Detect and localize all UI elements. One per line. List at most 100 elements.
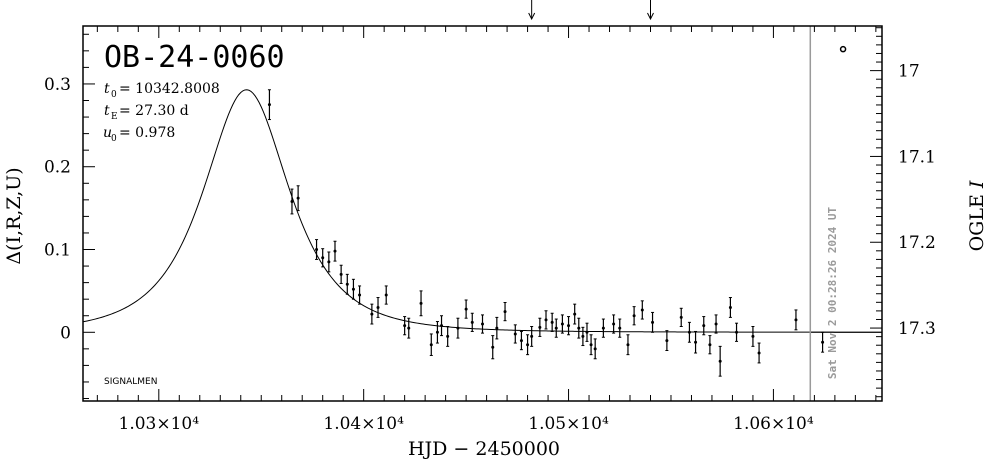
point-marker	[495, 326, 499, 330]
point-marker	[538, 325, 542, 329]
point-marker	[651, 320, 655, 324]
y-tick-label: 0.2	[44, 158, 71, 178]
y2-axis-label: OGLE I	[966, 180, 986, 251]
point-marker	[470, 320, 474, 324]
point-marker	[560, 322, 564, 326]
data-point	[407, 317, 411, 339]
svg-text:0: 0	[111, 134, 117, 144]
data-point	[751, 325, 755, 347]
point-marker	[407, 326, 411, 330]
data-point	[435, 321, 439, 344]
data-point	[296, 185, 300, 212]
data-point	[315, 239, 319, 260]
data-point	[679, 307, 683, 327]
point-marker	[267, 103, 271, 107]
point-marker	[403, 324, 407, 328]
data-point	[550, 312, 554, 332]
data-point	[495, 316, 499, 340]
data-point	[714, 314, 718, 334]
point-marker	[640, 308, 644, 312]
point-marker	[728, 305, 732, 309]
point-marker	[577, 326, 581, 330]
data-point	[757, 342, 761, 364]
point-marker	[581, 334, 585, 338]
point-marker	[526, 343, 530, 347]
data-point	[446, 325, 450, 347]
x-axis-label: HJD − 2450000	[408, 438, 560, 459]
point-marker	[718, 359, 722, 363]
data-point	[456, 317, 460, 339]
chart-axes: 1.03×10⁴ 1.04×10⁴ 1.05×10⁴ 1.06×10⁴ 0 0.1 0.2 0…	[44, 25, 936, 434]
point-marker	[435, 330, 439, 334]
point-marker	[626, 343, 630, 347]
data-point	[665, 330, 669, 352]
data-point	[567, 316, 571, 336]
point-marker	[290, 199, 294, 203]
chart-marks	[82, 0, 882, 401]
data-point	[384, 285, 388, 305]
plot-frame	[82, 25, 883, 402]
point-marker	[735, 330, 739, 334]
data-point	[651, 311, 655, 333]
data-point	[321, 248, 325, 268]
point-marker	[440, 324, 444, 328]
point-marker	[296, 196, 300, 200]
svg-text:t: t	[104, 103, 110, 119]
point-marker	[327, 260, 331, 264]
data-point	[581, 326, 585, 347]
point-marker	[554, 326, 558, 330]
data-point	[632, 306, 636, 326]
point-marker	[376, 305, 380, 309]
data-point	[503, 301, 507, 322]
y-axis-label: Δ(I,R,Z,U)	[3, 167, 25, 264]
data-point	[735, 322, 739, 342]
arrow-head	[647, 12, 654, 21]
point-marker	[351, 287, 355, 291]
data-point	[585, 322, 589, 342]
data-point	[513, 324, 517, 344]
point-marker	[491, 345, 495, 349]
y-tick-label: 0	[60, 323, 71, 343]
point-marker	[632, 314, 636, 318]
point-marker	[757, 351, 761, 355]
point-marker	[456, 326, 460, 330]
point-marker	[679, 315, 683, 319]
point-marker	[503, 310, 507, 314]
data-point	[560, 314, 564, 334]
data-point	[333, 240, 337, 262]
data-point	[327, 251, 331, 273]
data-point	[464, 299, 468, 319]
point-marker	[429, 343, 433, 347]
data-point	[376, 297, 380, 318]
point-marker	[567, 324, 571, 328]
svg-text:E: E	[111, 112, 118, 122]
param-t0: t 0 = 10342.8008	[104, 81, 220, 100]
arrow-marker	[647, 0, 654, 21]
y2-tick-label: 17.3	[898, 319, 936, 339]
svg-text:t: t	[104, 81, 110, 97]
data-point	[339, 264, 343, 284]
data-point	[612, 314, 616, 334]
data-point	[519, 330, 523, 351]
data-point	[538, 317, 542, 337]
point-marker	[513, 332, 517, 336]
point-marker	[345, 282, 349, 286]
data-point	[589, 334, 593, 356]
data-point	[370, 303, 374, 325]
point-marker	[821, 340, 825, 344]
point-marker	[419, 301, 423, 305]
point-marker	[519, 339, 523, 343]
data-point	[358, 285, 362, 305]
point-marker	[339, 272, 343, 276]
x-tick-label: 1.03×10⁴	[119, 414, 200, 434]
data-point	[491, 335, 495, 360]
data-point	[694, 330, 698, 354]
point-marker	[589, 343, 593, 347]
point-marker	[573, 312, 577, 316]
point-marker	[618, 326, 622, 330]
point-marker	[315, 248, 319, 252]
data-point	[718, 345, 722, 377]
data-point	[626, 334, 630, 356]
point-marker	[612, 322, 616, 326]
